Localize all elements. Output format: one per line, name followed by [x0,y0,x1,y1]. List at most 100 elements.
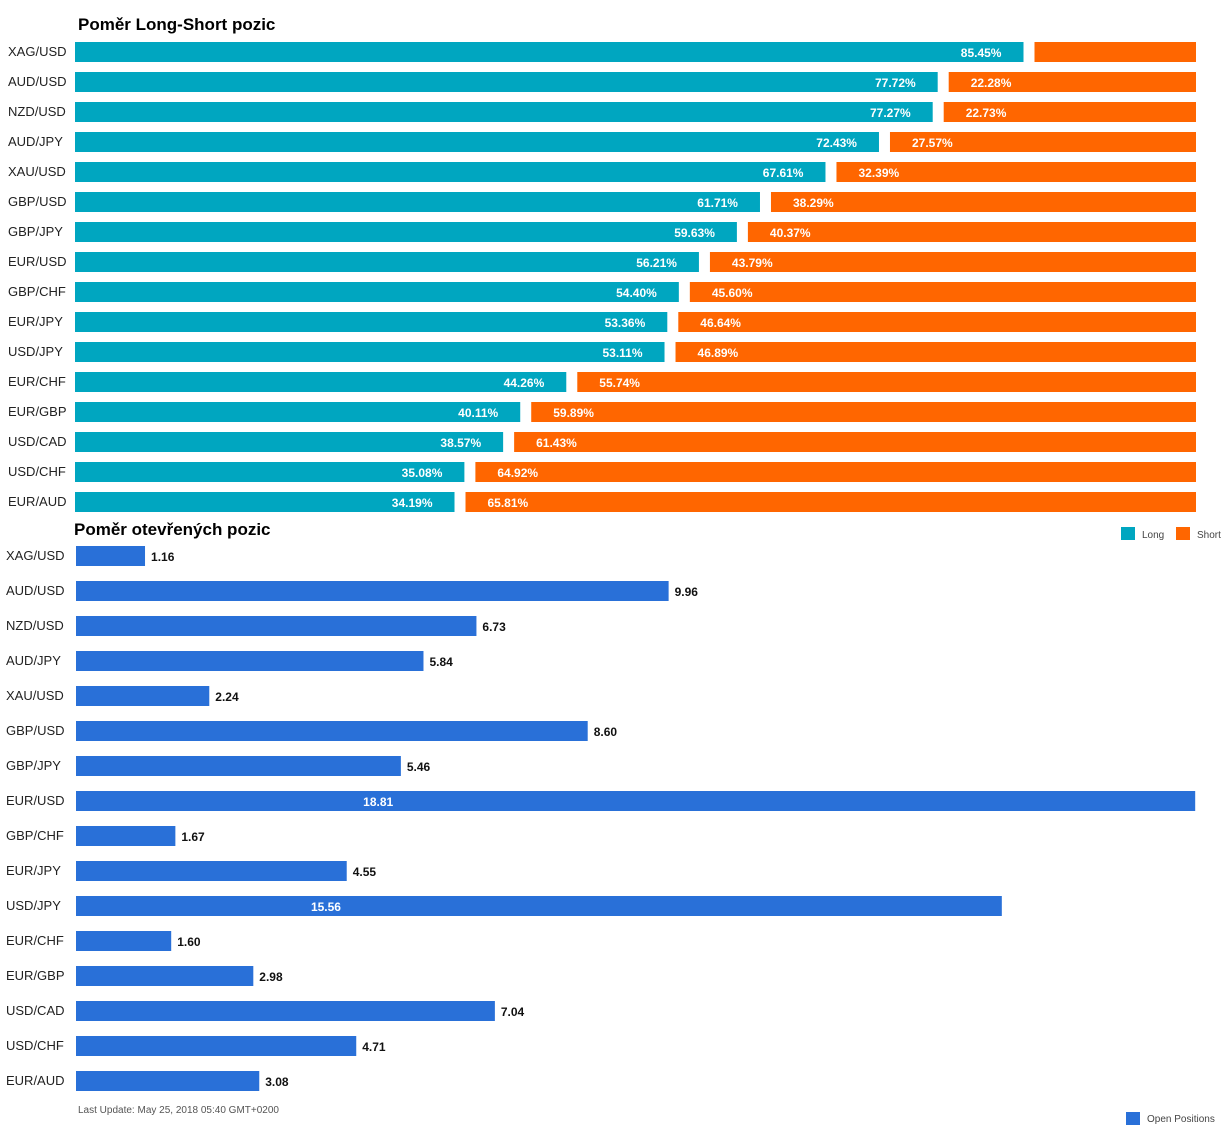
open-category-label-gbp-usd: GBP/USD [6,723,65,738]
long-value-aud-usd: 77.72% [875,76,916,90]
open-positions-bar-nzd-usd [76,616,477,636]
legend-short-swatch [1176,527,1190,540]
short-bar-usd-chf [475,462,1196,482]
open-category-label-eur-chf: EUR/CHF [6,933,64,948]
short-bar-gbp-jpy [747,222,1196,242]
long-bar-aud-jpy [75,132,879,152]
open-positions-bar-eur-gbp [76,966,254,986]
category-label-usd-chf: USD/CHF [8,464,66,479]
short-bar-aud-usd [948,72,1196,92]
legend-open-positions-swatch [1126,1112,1140,1125]
open-category-label-usd-chf: USD/CHF [6,1038,64,1053]
short-value-xau-usd: 32.39% [858,166,899,180]
category-label-xag-usd: XAG/USD [8,44,67,59]
open-positions-value-eur-aud: 3.08 [265,1075,289,1089]
open-positions-bar-gbp-jpy [76,756,401,776]
short-value-eur-chf: 55.74% [599,376,640,390]
short-value-usd-chf: 64.92% [497,466,538,480]
category-label-gbp-chf: GBP/CHF [8,284,66,299]
open-positions-bar-eur-jpy [76,861,347,881]
short-value-aud-usd: 22.28% [971,76,1012,90]
category-label-aud-jpy: AUD/JPY [8,134,63,149]
open-positions-value-usd-chf: 4.71 [362,1040,386,1054]
category-label-eur-chf: EUR/CHF [8,374,66,389]
long-bar-gbp-usd [75,192,760,212]
open-positions-value-xau-usd: 2.24 [215,690,239,704]
long-bar-eur-usd [75,252,699,272]
long-bar-usd-chf [75,462,465,482]
category-label-eur-aud: EUR/AUD [8,494,67,509]
long-bar-xag-usd [75,42,1024,62]
short-bar-aud-jpy [889,132,1196,152]
category-label-eur-usd: EUR/USD [8,254,67,269]
long-short-chart: XAG/USD 85.45% AUD/USD 77.72% 22.28% NZD/USD 7… [8,42,1196,512]
category-label-nzd-usd: NZD/USD [8,104,66,119]
category-label-gbp-jpy: GBP/JPY [8,224,63,239]
long-value-gbp-chf: 54.40% [616,286,657,300]
open-positions-bar-aud-jpy [76,651,424,671]
long-value-xag-usd: 85.45% [961,46,1002,60]
long-bar-eur-aud [75,492,455,512]
open-positions-value-gbp-usd: 8.60 [594,725,618,739]
short-bar-eur-gbp [531,402,1196,422]
legend-long-label: Long [1142,530,1164,541]
open-category-label-usd-jpy: USD/JPY [6,898,61,913]
short-value-eur-jpy: 46.64% [700,316,741,330]
long-value-usd-chf: 35.08% [402,466,443,480]
short-value-eur-gbp: 59.89% [553,406,594,420]
short-bar-usd-jpy [675,342,1196,362]
long-value-usd-cad: 38.57% [440,436,481,450]
open-positions-bar-eur-usd [76,791,1196,811]
category-label-aud-usd: AUD/USD [8,74,67,89]
long-bar-eur-gbp [75,402,521,422]
open-category-label-eur-jpy: EUR/JPY [6,863,61,878]
short-value-usd-jpy: 46.89% [698,346,739,360]
open-positions-value-usd-cad: 7.04 [501,1005,525,1019]
open-category-label-eur-gbp: EUR/GBP [6,968,65,983]
open-positions-value-gbp-chf: 1.67 [181,830,205,844]
short-bar-xau-usd [836,162,1196,182]
open-positions-value-nzd-usd: 6.73 [482,620,506,634]
category-label-usd-jpy: USD/JPY [8,344,63,359]
short-value-eur-usd: 43.79% [732,256,773,270]
short-value-nzd-usd: 22.73% [966,106,1007,120]
long-value-aud-jpy: 72.43% [816,136,857,150]
short-bar-gbp-chf [689,282,1196,302]
open-category-label-aud-usd: AUD/USD [6,583,65,598]
legend-long-swatch [1121,527,1135,540]
long-value-xau-usd: 67.61% [763,166,804,180]
long-value-gbp-jpy: 59.63% [674,226,715,240]
long-value-eur-gbp: 40.11% [458,406,498,420]
open-positions-value-gbp-jpy: 5.46 [407,760,431,774]
open-positions-value-aud-jpy: 5.84 [429,655,453,669]
open-category-label-eur-usd: EUR/USD [6,793,65,808]
long-value-usd-jpy: 53.11% [602,346,642,360]
long-bar-eur-chf [75,372,567,392]
open-positions-chart: XAG/USD 1.16 AUD/USD 9.96 NZD/USD 6.73 AUD/JPY… [6,546,1196,1091]
category-label-gbp-usd: GBP/USD [8,194,67,209]
open-positions-value-eur-jpy: 4.55 [353,865,377,879]
open-positions-bar-eur-aud [76,1071,260,1091]
open-category-label-xag-usd: XAG/USD [6,548,65,563]
long-value-eur-chf: 44.26% [504,376,545,390]
long-bar-gbp-jpy [75,222,737,242]
short-bar-eur-usd [709,252,1196,272]
category-label-eur-gbp: EUR/GBP [8,404,67,419]
category-label-eur-jpy: EUR/JPY [8,314,63,329]
open-positions-bar-aud-usd [76,581,669,601]
long-value-eur-aud: 34.19% [392,496,433,510]
short-bar-xag-usd [1034,42,1196,62]
last-update-text: Last Update: May 25, 2018 05:40 GMT+0200 [78,1105,279,1116]
category-label-usd-cad: USD/CAD [8,434,67,449]
short-bar-eur-chf [577,372,1196,392]
open-positions-value-usd-jpy: 15.56 [311,900,341,914]
open-positions-bar-gbp-chf [76,826,176,846]
open-positions-bar-usd-chf [76,1036,357,1056]
short-bar-eur-jpy [678,312,1196,332]
long-bar-aud-usd [75,72,938,92]
long-bar-nzd-usd [75,102,933,122]
short-bar-usd-cad [514,432,1196,452]
open-positions-value-xag-usd: 1.16 [151,550,175,564]
short-value-eur-aud: 65.81% [488,496,529,510]
